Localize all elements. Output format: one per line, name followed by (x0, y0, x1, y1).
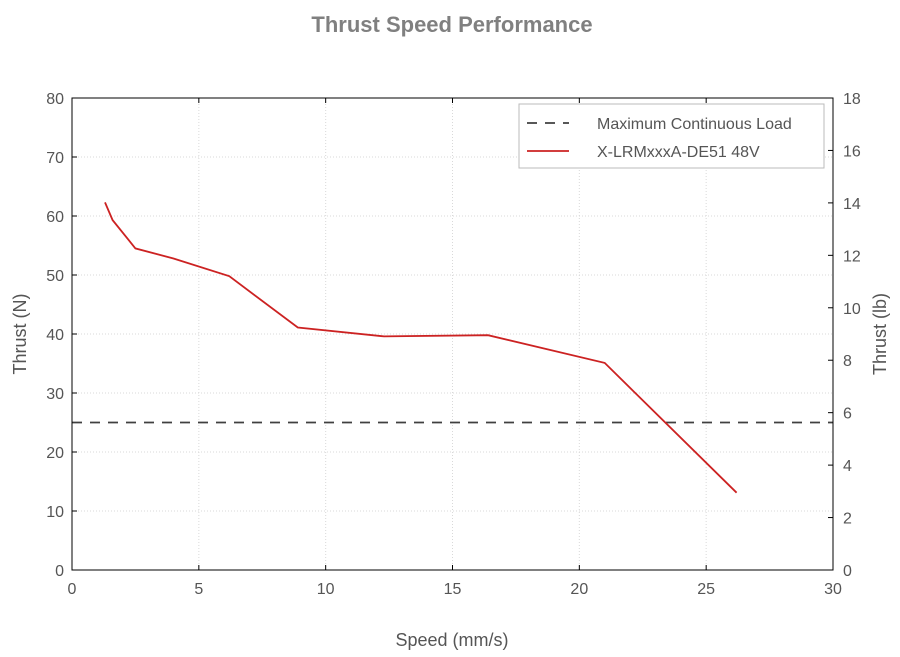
y-axis-label: Thrust (N) (10, 294, 30, 375)
y-tick-label: 40 (46, 327, 64, 344)
y-tick-label: 50 (46, 268, 64, 285)
y2-tick-label: 2 (843, 511, 852, 528)
legend-label-2: X-LRMxxxA-DE51 48V (597, 144, 760, 161)
y2-tick-label: 4 (843, 458, 852, 475)
y-tick-label: 80 (46, 91, 64, 108)
y-tick-label: 20 (46, 445, 64, 462)
x-axis-label: Speed (mm/s) (395, 630, 508, 650)
x-tick-label: 0 (68, 581, 77, 598)
x-tick-label: 5 (194, 581, 203, 598)
plot-series (72, 202, 833, 494)
x-tick-label: 10 (317, 581, 335, 598)
y-tick-label: 70 (46, 150, 64, 167)
legend-box (518, 103, 825, 169)
x-tick-label: 25 (697, 581, 715, 598)
y2-tick-label: 0 (843, 563, 852, 580)
legend-label-1: Maximum Continuous Load (597, 116, 792, 133)
y2-axis-label: Thrust (lb) (870, 293, 890, 375)
y2-tick-label: 18 (843, 91, 861, 108)
x-tick-label: 20 (570, 581, 588, 598)
x-tick-label: 15 (444, 581, 462, 598)
y2-tick-label: 12 (843, 248, 861, 265)
y-tick-label: 60 (46, 209, 64, 226)
legend: Maximum Continuous Load X-LRMxxxA-DE51 48… (518, 103, 825, 169)
y2-tick-label: 8 (843, 353, 852, 370)
y2-tick-label: 10 (843, 301, 861, 318)
series-line-2 (104, 202, 738, 494)
y-tick-label: 30 (46, 386, 64, 403)
grid (72, 98, 833, 570)
tick-labels: 0 5 10 15 20 25 300102030405060708002468101214… (46, 91, 861, 598)
y-tick-label: 0 (55, 563, 64, 580)
y2-tick-label: 16 (843, 143, 861, 160)
x-tick-label: 30 (824, 581, 842, 598)
chart-title: Thrust Speed Performance (311, 12, 592, 37)
y-tick-label: 10 (46, 504, 64, 521)
y2-tick-label: 14 (843, 196, 861, 213)
y2-tick-label: 6 (843, 406, 852, 423)
